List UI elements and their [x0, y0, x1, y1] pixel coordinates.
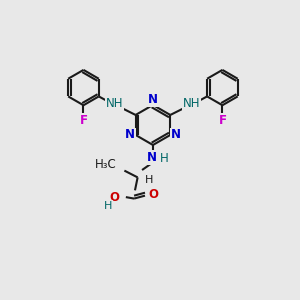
Text: O: O	[148, 188, 158, 201]
Text: NH: NH	[183, 97, 200, 110]
Text: NH: NH	[106, 97, 123, 110]
Text: N: N	[147, 151, 157, 164]
Text: N: N	[148, 93, 158, 106]
Text: N: N	[171, 128, 181, 142]
Text: H₃C: H₃C	[95, 158, 117, 171]
Text: F: F	[218, 114, 226, 127]
Text: F: F	[80, 114, 88, 127]
Text: H: H	[160, 152, 169, 165]
Text: N: N	[125, 128, 135, 142]
Text: H: H	[145, 175, 154, 185]
Text: H: H	[104, 201, 112, 211]
Text: O: O	[109, 190, 119, 204]
